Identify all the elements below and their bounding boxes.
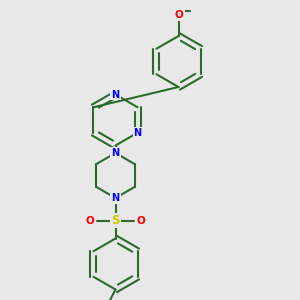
Text: N: N	[111, 193, 120, 203]
Text: N: N	[111, 148, 120, 158]
Text: O: O	[136, 215, 145, 226]
Text: O: O	[175, 10, 184, 20]
Text: N: N	[111, 89, 120, 100]
Text: O: O	[86, 215, 95, 226]
Text: N: N	[134, 128, 142, 138]
Text: S: S	[111, 214, 120, 227]
